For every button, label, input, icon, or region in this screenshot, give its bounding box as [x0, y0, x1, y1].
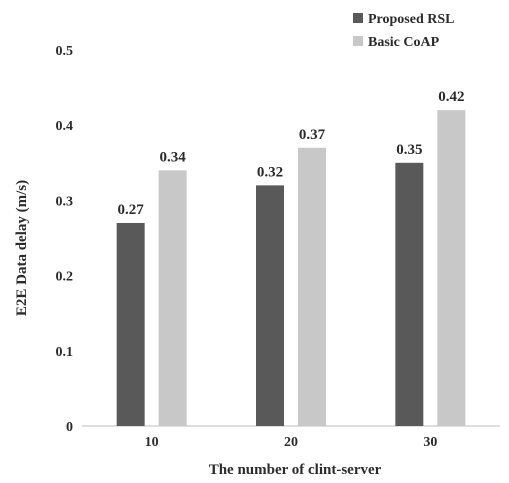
bar-basic-coap-30: [437, 110, 466, 426]
data-label: 0.32: [257, 164, 283, 180]
x-axis-ticks: 10 20 30: [145, 435, 438, 450]
y-tick-label: 0.3: [56, 194, 74, 209]
value-labels: 0.27 0.34 0.32 0.37 0.35 0.42: [118, 89, 465, 218]
x-tick-label: 10: [145, 435, 159, 450]
data-label: 0.27: [118, 202, 145, 218]
data-label: 0.42: [438, 89, 464, 105]
y-axis-ticks: 0 0.1 0.2 0.3 0.4 0.5: [56, 44, 74, 435]
bar-series: [116, 110, 466, 427]
legend-label: Proposed RSL: [368, 12, 454, 27]
x-tick-label: 20: [284, 435, 298, 450]
data-label: 0.35: [396, 142, 422, 158]
x-tick-label: 30: [423, 435, 437, 450]
data-label: 0.37: [299, 127, 326, 143]
x-axis-label: The number of clint-server: [209, 462, 382, 478]
legend-label: Basic CoAP: [368, 35, 440, 50]
y-tick-label: 0.4: [56, 119, 74, 134]
y-tick-label: 0.2: [56, 270, 74, 285]
bar-proposed-rsl-10: [116, 222, 145, 426]
y-axis-label: E2E Data delay (m/s): [14, 180, 30, 316]
legend-swatch: [353, 36, 363, 46]
legend-swatch: [353, 13, 363, 23]
bar-basic-coap-10: [158, 170, 187, 426]
bar-proposed-rsl-20: [256, 185, 284, 426]
legend: Proposed RSL Basic CoAP: [353, 12, 454, 50]
data-label: 0.34: [160, 149, 187, 165]
y-tick-label: 0: [66, 420, 73, 435]
bar-basic-coap-20: [298, 147, 326, 426]
y-tick-label: 0.5: [56, 44, 74, 59]
y-tick-label: 0.1: [56, 345, 74, 360]
bar-proposed-rsl-30: [395, 162, 424, 427]
